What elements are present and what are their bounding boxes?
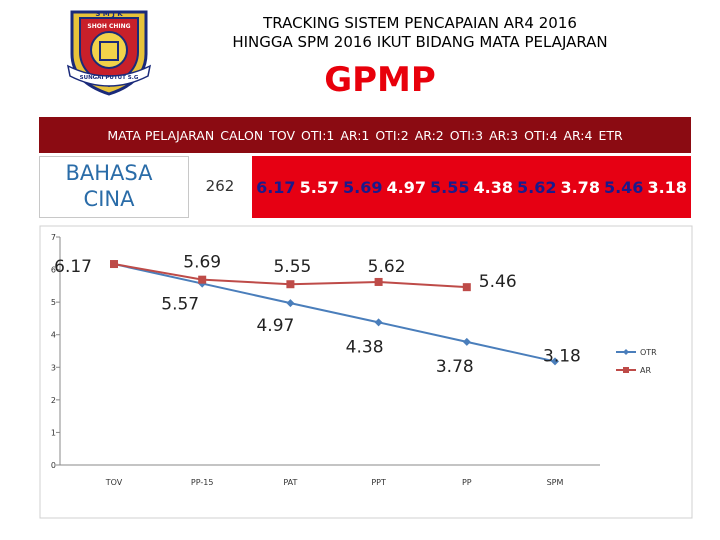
logo-top-text: S M J K [95, 10, 123, 18]
data-point [374, 318, 383, 327]
column-header: ETR [598, 127, 623, 143]
value-cell: 5.69 [343, 177, 383, 197]
data-point [462, 337, 471, 346]
legend-label: OTR [640, 348, 657, 357]
data-label: 4.97 [256, 316, 294, 336]
legend-marker [623, 349, 629, 355]
calon-value: 262 [205, 177, 235, 195]
data-point [110, 260, 118, 269]
y-tick-label: 2 [51, 396, 56, 405]
data-label: 3.18 [543, 346, 581, 366]
data-label: 4.38 [346, 337, 384, 357]
y-tick-label: 6 [51, 266, 56, 275]
column-header: OTI:4 [524, 127, 558, 143]
y-tick-label: 5 [51, 298, 56, 307]
value-cell: 5.62 [516, 177, 557, 197]
chart-frame [39, 225, 693, 519]
column-header: MATA PELAJARAN [107, 127, 215, 143]
data-label: 5.46 [479, 272, 517, 292]
data-label: 6.17 [54, 257, 92, 277]
column-header: OTI:1 [301, 127, 335, 143]
data-label: 3.78 [436, 357, 474, 377]
series-line-otr [113, 263, 556, 363]
data-label: 5.62 [368, 257, 406, 277]
column-header: AR:1 [340, 127, 370, 143]
y-tick-label: 3 [51, 363, 56, 372]
value-cell: 4.97 [386, 177, 427, 197]
value-cell: 5.46 [603, 177, 644, 197]
table-header: MATA PELAJARAN CALON TOV OTI:1 AR:1 OTI:2 AR:2… [39, 117, 691, 153]
title-line-1: TRACKING SISTEM PENCAPAIAN AR4 2016 [263, 14, 577, 32]
data-point [286, 299, 295, 308]
y-tick-label: 1 [51, 428, 56, 437]
data-label: 5.57 [161, 295, 199, 315]
y-tick-label: 4 [51, 331, 56, 340]
data-point [551, 357, 559, 366]
calon-cell: 262 [192, 156, 248, 218]
subject-name: BAHASA CINA [65, 161, 153, 211]
column-header: AR:4 [563, 127, 593, 143]
value-cell: 5.57 [299, 177, 340, 197]
value-cell: 6.17 [256, 177, 296, 197]
data-point [374, 277, 383, 286]
data-label: 5.55 [273, 257, 311, 277]
data-point [286, 280, 295, 289]
x-tick-label: TOV [105, 478, 123, 487]
x-tick-label: PPT [371, 478, 386, 487]
y-tick-label: 7 [51, 233, 56, 242]
column-header: OTI:3 [449, 127, 484, 143]
column-header: OTI:2 [375, 127, 409, 143]
value-cell: 3.78 [560, 177, 600, 197]
gpmp-heading: GPMP [324, 60, 436, 100]
legend-label: AR [640, 366, 651, 375]
y-tick-label: 0 [51, 461, 56, 470]
column-header: CALON [220, 127, 264, 143]
x-tick-label: PP-15 [191, 478, 214, 487]
logo-bottom-text: SUNGAI PUTUT S.G [80, 75, 139, 81]
x-tick-label: PAT [283, 478, 297, 487]
column-header: AR:2 [414, 127, 444, 143]
data-label: 5.69 [183, 253, 221, 273]
value-cell: 5.55 [430, 177, 470, 197]
x-tick-label: SPM [547, 478, 564, 487]
logo-middle-text: SHOH CHING [87, 23, 130, 30]
title-line-2: HINGGA SPM 2016 IKUT BIDANG MATA PELAJAR… [232, 33, 608, 51]
school-logo: S M J K SHOH CHING SUNGAI PUTUT S.G [66, 10, 152, 96]
value-cell: 3.18 [647, 177, 687, 197]
values-cell: 6.17 5.57 5.69 4.97 5.55 4.38 5.62 3.78 5.46 3.18 [252, 156, 691, 218]
data-point [462, 283, 471, 292]
subject-cell: BAHASA CINA [39, 156, 189, 218]
x-tick-label: PP [462, 478, 472, 487]
legend-marker [623, 367, 629, 373]
column-header: AR:3 [489, 127, 519, 143]
column-header: TOV [269, 127, 296, 143]
data-point [198, 275, 207, 284]
page-title: TRACKING SISTEM PENCAPAIAN AR4 2016 HING… [170, 14, 670, 52]
value-cell: 4.38 [473, 177, 513, 197]
